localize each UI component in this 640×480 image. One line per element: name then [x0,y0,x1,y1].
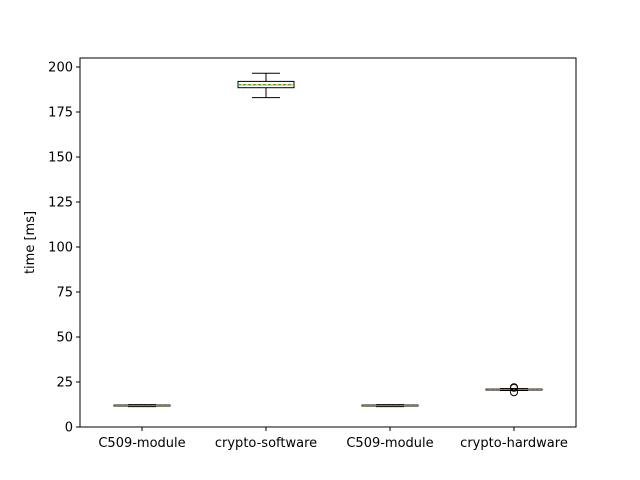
x-tick-label: C509-module [98,436,185,451]
box-group [485,383,543,397]
y-tick-label: 25 [56,376,73,391]
x-tick-label: crypto-hardware [460,436,568,451]
y-tick-label: 75 [56,286,73,301]
outlier-point [510,388,518,397]
y-axis-ticks: 0 25 50 75 100 125 150 175 200 [48,61,80,436]
y-tick-label: 50 [56,331,73,346]
box-group [113,404,171,408]
plot-area-frame [79,57,577,428]
box-plot-marks [113,72,543,408]
y-tick-label: 175 [48,106,73,121]
box-group [237,72,295,99]
x-axis-ticks: C509-module crypto-software C509-module cry… [98,427,568,451]
y-tick-label: 200 [48,61,73,76]
y-tick-label: 125 [48,196,73,211]
outlier-point [510,383,518,392]
y-tick-label: 150 [48,151,73,166]
x-tick-label: crypto-software [215,436,317,451]
y-tick-label: 100 [48,241,73,256]
y-tick-label: 0 [65,421,73,436]
box-group [361,404,419,408]
x-tick-label: C509-module [346,436,433,451]
y-axis-label: time [ms] [23,211,38,274]
